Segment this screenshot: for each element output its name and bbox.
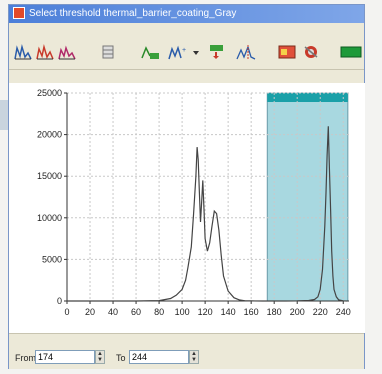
peak-icon[interactable] (235, 43, 257, 61)
toolbar: + (9, 23, 364, 70)
image-icon[interactable] (277, 43, 297, 61)
from-label: From (15, 353, 36, 363)
to-spinner[interactable]: ▲ ▼ (189, 350, 199, 364)
svg-text:+: + (182, 47, 186, 54)
title-bar: Select threshold thermal_barrier_coating… (9, 5, 364, 23)
log-scale-icon[interactable] (139, 43, 161, 61)
y-tick-label: 5000 (42, 254, 62, 264)
x-tick-label: 20 (85, 307, 95, 317)
histogram-line (67, 126, 347, 302)
x-tick-label: 140 (221, 307, 236, 317)
histogram-chart[interactable]: 0 20 40 60 80 100 120 140 160 180 200 220 240 0 5000 10… (9, 83, 365, 333)
threshold-dialog: Select threshold thermal_barrier_coating… (8, 4, 365, 369)
to-label: To (116, 353, 126, 363)
settings-icon[interactable] (301, 43, 321, 61)
histogram-red-icon[interactable] (35, 43, 55, 61)
threshold-color-icon[interactable] (339, 43, 363, 61)
dropdown-chevron-icon[interactable] (191, 43, 201, 61)
x-tick-label: 0 (64, 307, 69, 317)
range-bar: From 174 ▲ ▼ To 244 ▲ ▼ (9, 333, 364, 369)
from-spinner[interactable]: ▲ ▼ (95, 350, 105, 364)
x-tick-label: 200 (290, 307, 305, 317)
log-arrow-icon[interactable] (205, 43, 227, 61)
threshold-selection (266, 92, 349, 302)
to-field[interactable]: 244 (129, 350, 189, 364)
y-tick-label: 25000 (37, 88, 62, 98)
y-tick-label: 20000 (37, 130, 62, 140)
y-tick-label: 0 (57, 296, 62, 306)
x-tick-label: 180 (267, 307, 282, 317)
x-tick-label: 160 (244, 307, 259, 317)
x-tick-label: 40 (108, 307, 118, 317)
table-icon[interactable] (99, 43, 117, 61)
histogram-blue-icon[interactable] (57, 43, 77, 61)
threshold-selection-bar (267, 93, 348, 102)
y-tick-label: 15000 (37, 171, 62, 181)
x-tick-label: 120 (198, 307, 213, 317)
x-tick-label: 60 (131, 307, 141, 317)
background-panel (0, 100, 8, 130)
app-icon (13, 7, 25, 20)
from-field[interactable]: 174 (35, 350, 95, 364)
x-tick-label: 220 (313, 307, 328, 317)
y-tick-label: 10000 (37, 213, 62, 223)
x-tick-label: 240 (336, 307, 351, 317)
x-tick-label: 100 (175, 307, 190, 317)
x-tick-label: 80 (154, 307, 164, 317)
fit-curve-icon[interactable]: + (167, 43, 189, 61)
window-title: Select threshold thermal_barrier_coating… (29, 8, 237, 19)
histogram-icon[interactable] (13, 43, 33, 61)
